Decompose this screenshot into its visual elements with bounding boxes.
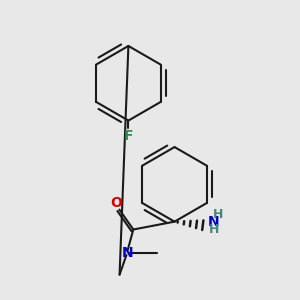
Text: N: N (122, 246, 133, 260)
Text: N: N (208, 214, 220, 229)
Text: H: H (212, 208, 223, 221)
Text: F: F (124, 129, 133, 143)
Text: H: H (208, 223, 219, 236)
Text: O: O (111, 196, 123, 210)
